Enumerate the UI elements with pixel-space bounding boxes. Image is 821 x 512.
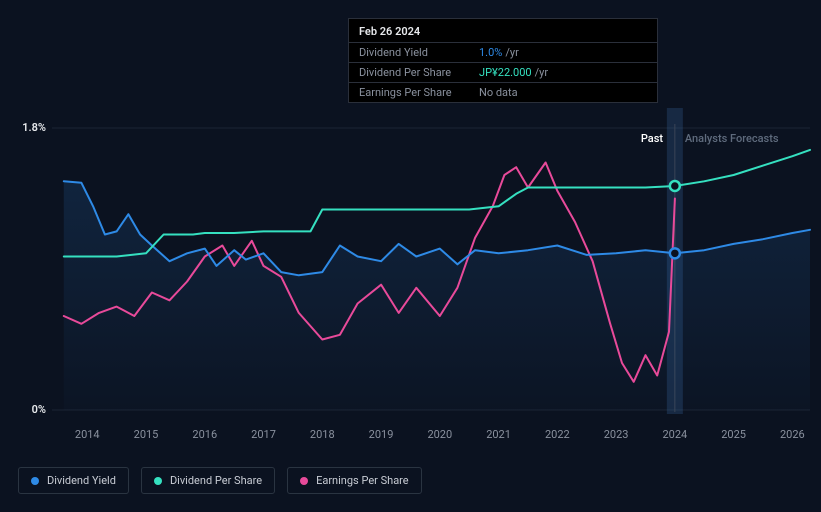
y-axis-label: 1.8% [6, 121, 46, 134]
legend-dot [31, 477, 39, 485]
x-axis-label: 2026 [780, 428, 805, 441]
section-label-forecast: Analysts Forecasts [685, 132, 779, 145]
x-axis-label: 2024 [662, 428, 687, 441]
dividend-chart: 1.8% 0% 2014 2015 2016 2017 2018 2019 2020 2021 2… [0, 0, 821, 508]
legend-item-earnings-per-share[interactable]: Earnings Per Share [287, 467, 422, 494]
x-axis-label: 2022 [545, 428, 570, 441]
legend-label: Earnings Per Share [316, 474, 409, 487]
tooltip-row-unit: /yr [505, 46, 518, 59]
tooltip-row-unit: /yr [535, 66, 548, 79]
tooltip-row-value: No data [479, 86, 647, 99]
tooltip-row: Earnings Per ShareNo data [349, 82, 657, 102]
legend-label: Dividend Yield [47, 474, 116, 487]
x-axis-label: 2025 [721, 428, 746, 441]
legend-label: Dividend Per Share [170, 474, 262, 487]
tooltip-row-value: 1.0%/yr [479, 46, 647, 59]
tooltip-date: Feb 26 2024 [349, 19, 657, 42]
tooltip-row-label: Dividend Yield [359, 46, 479, 59]
section-label-past: Past [641, 132, 663, 145]
tooltip-row-label: Dividend Per Share [359, 66, 479, 79]
tooltip-row: Dividend Per ShareJP¥22.000/yr [349, 62, 657, 82]
chart-legend: Dividend Yield Dividend Per Share Earnings… [18, 467, 422, 494]
chart-tooltip: Feb 26 2024 Dividend Yield1.0%/yrDividen… [348, 18, 658, 103]
x-axis-label: 2015 [134, 428, 159, 441]
legend-item-dividend-per-share[interactable]: Dividend Per Share [141, 467, 275, 494]
x-axis-label: 2020 [427, 428, 452, 441]
tooltip-row-label: Earnings Per Share [359, 86, 479, 99]
x-axis-label: 2021 [486, 428, 511, 441]
x-axis-label: 2014 [75, 428, 100, 441]
legend-dot [154, 477, 162, 485]
y-axis-label: 0% [6, 403, 46, 416]
x-axis-label: 2023 [604, 428, 629, 441]
x-axis-label: 2017 [251, 428, 276, 441]
tooltip-row-value: JP¥22.000/yr [479, 66, 647, 79]
x-axis-label: 2016 [192, 428, 217, 441]
legend-dot [300, 477, 308, 485]
x-axis-label: 2019 [369, 428, 394, 441]
tooltip-row: Dividend Yield1.0%/yr [349, 42, 657, 62]
x-axis-label: 2018 [310, 428, 335, 441]
legend-item-dividend-yield[interactable]: Dividend Yield [18, 467, 129, 494]
